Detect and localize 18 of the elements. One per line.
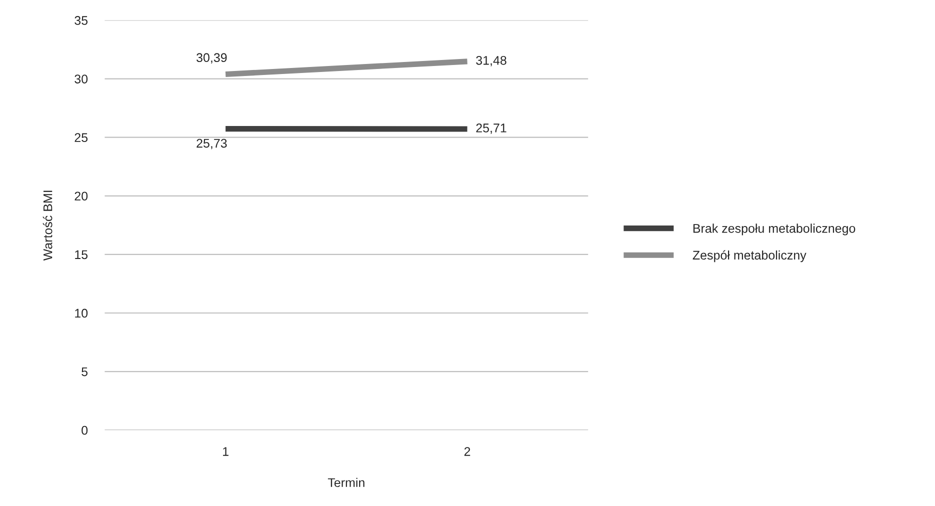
y-axis-title: Wartość BMI	[42, 190, 52, 261]
legend-label: Zespół metaboliczny	[692, 250, 806, 262]
data-label: 25,71	[476, 124, 506, 134]
y-tick-label: 5	[82, 367, 88, 376]
x-tick-label: 1	[223, 447, 228, 456]
y-tick-label: 0	[82, 426, 88, 435]
y-tick-label: 20	[74, 192, 88, 201]
x-tick-label: 2	[464, 447, 470, 456]
y-tick-label: 25	[74, 133, 88, 142]
x-axis-title: Termin	[328, 478, 364, 488]
legend-label: Brak zespołu metabolicznego	[693, 224, 856, 236]
y-tick-label: 35	[74, 16, 88, 25]
data-label: 25,73	[196, 138, 227, 150]
y-tick-label: 30	[74, 74, 88, 84]
y-tick-label: 15	[75, 250, 88, 260]
data-label: 31,48	[476, 56, 506, 66]
y-tick-label: 10	[75, 308, 88, 318]
data-label: 30,39	[196, 53, 227, 64]
